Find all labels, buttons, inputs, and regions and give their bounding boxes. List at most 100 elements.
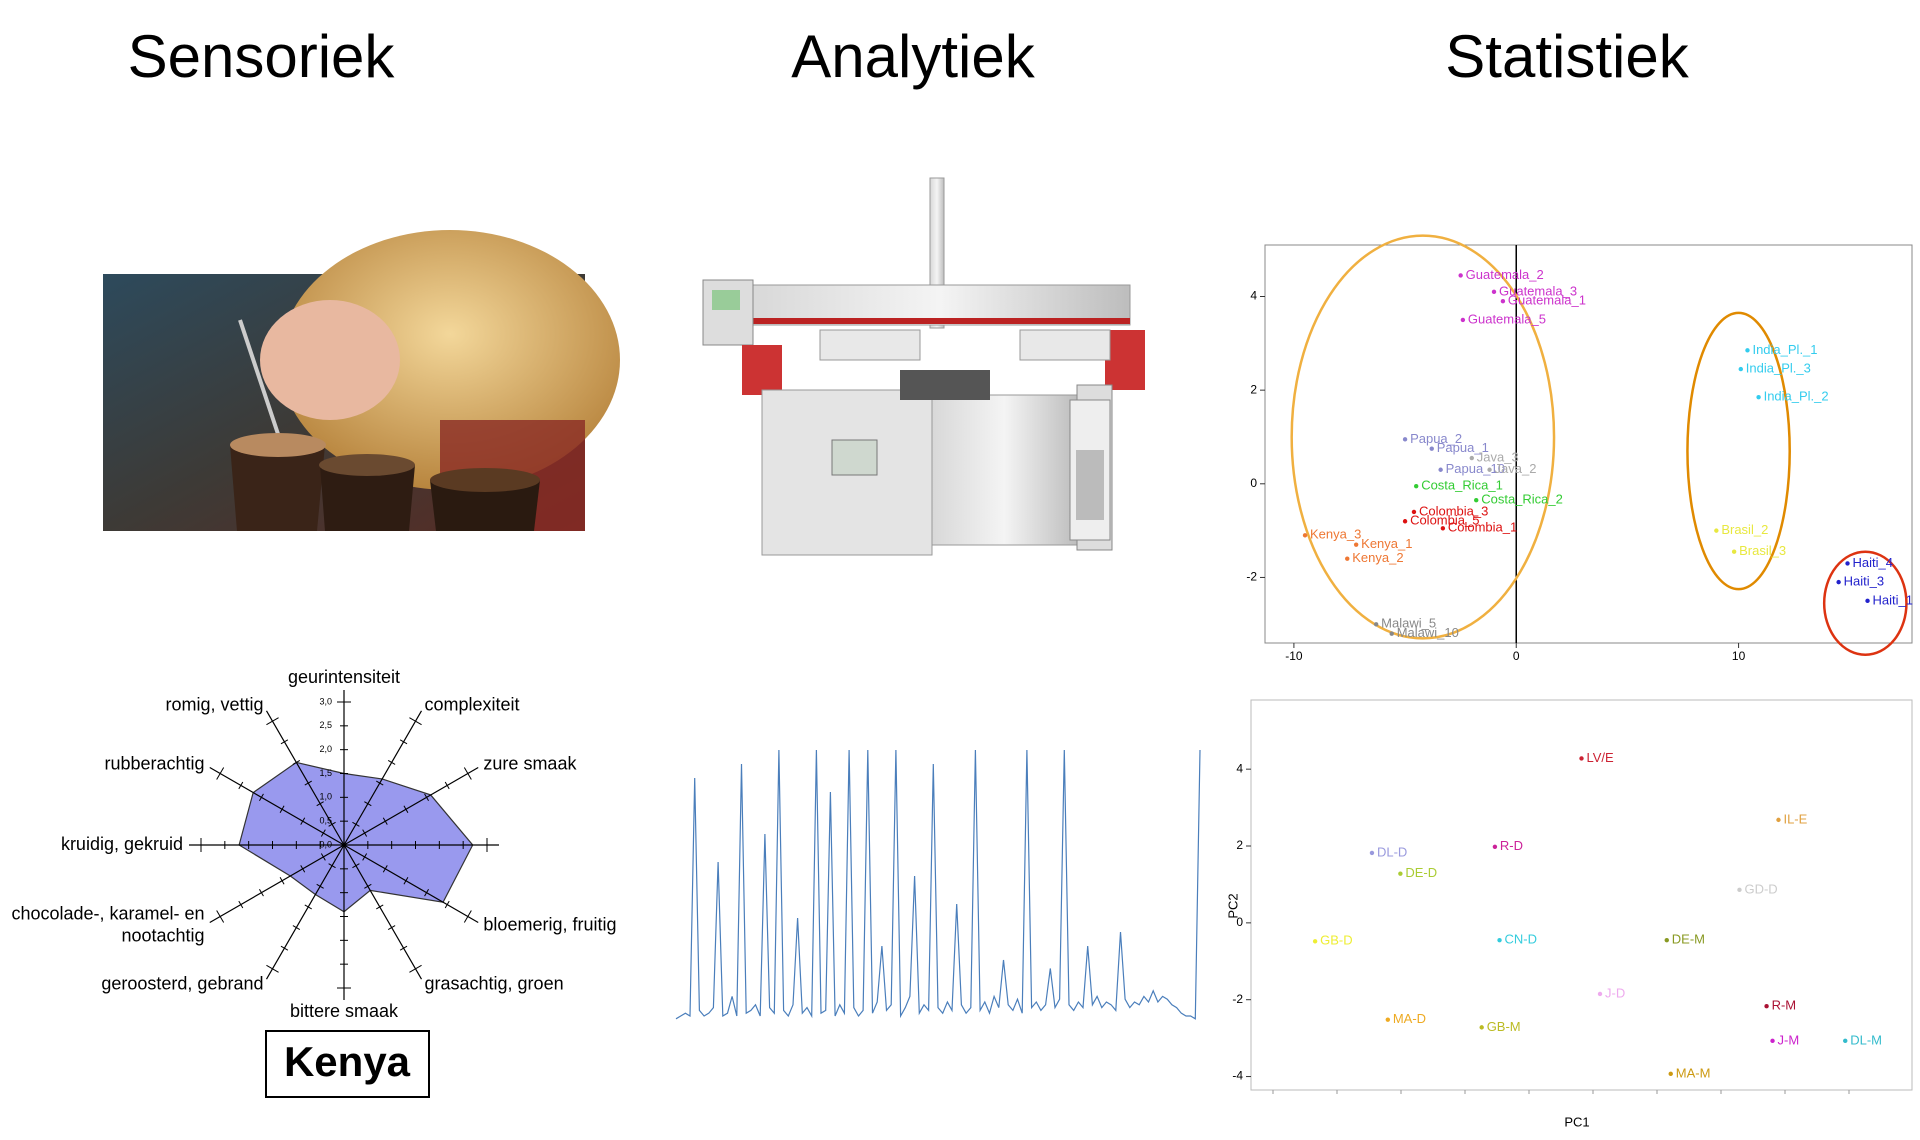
data-point — [1440, 526, 1446, 531]
y-tick-label: 4 — [1236, 761, 1243, 775]
radar-tick — [266, 964, 279, 973]
y-tick-label: -2 — [1232, 992, 1243, 1006]
radar-tick — [364, 801, 372, 807]
radar-axis-label-line: bittere smaak — [290, 1001, 399, 1021]
point-label: India_Pl._1 — [1752, 342, 1817, 357]
chromatogram-line — [675, 749, 1201, 1020]
data-point — [1411, 509, 1417, 515]
point-label: Guatemala_5 — [1468, 311, 1546, 326]
y-tick-label: 0 — [1236, 915, 1243, 929]
radar-axis-label: grasachtig, groen — [425, 973, 564, 993]
point-label: MA-D — [1393, 1011, 1426, 1026]
radar-tick — [259, 793, 264, 802]
point-label: DE-D — [1405, 865, 1437, 880]
radar-tick — [362, 829, 368, 837]
point-label: Papua_1 — [1437, 440, 1489, 455]
data-point — [1836, 579, 1841, 585]
point-label: Costa_Rica_1 — [1421, 478, 1503, 493]
group-ellipse — [1290, 234, 1556, 640]
radar-tick — [409, 964, 422, 973]
radar-tick-label: 3,0 — [319, 696, 332, 706]
y-tick-label: -4 — [1232, 1069, 1243, 1083]
radar-tick — [304, 904, 312, 910]
y-tick-label: 2 — [1236, 838, 1243, 852]
radar-tick — [463, 767, 472, 780]
radar-tick — [292, 760, 301, 765]
point-label: Colombia_3 — [1419, 503, 1488, 518]
radar-tick — [444, 900, 450, 909]
radar-tick — [352, 821, 360, 827]
data-point — [1458, 273, 1463, 278]
gc-instrument-photo — [702, 177, 1145, 556]
y-tick-label: -2 — [1246, 570, 1257, 584]
radar-tick — [376, 780, 384, 786]
radar-tick-label: 1,5 — [319, 768, 332, 778]
radar-axis-label: zure smaak — [483, 753, 577, 773]
radar-axis-label-line: complexiteit — [425, 694, 520, 714]
radar-tick — [316, 883, 324, 889]
group-ellipse — [1822, 550, 1908, 656]
data-point — [1373, 622, 1379, 627]
data-point — [1731, 549, 1737, 554]
data-point — [1389, 631, 1394, 636]
radar-axis-label: complexiteit — [425, 694, 520, 714]
radar-tick-label: 1,0 — [319, 792, 332, 802]
radar-tick — [352, 863, 360, 869]
radar-tick — [300, 817, 306, 825]
radar-tick-label: 2,0 — [319, 744, 332, 754]
radar-tick — [424, 793, 429, 802]
radar-axis-label: rubberachtig — [104, 753, 204, 773]
radar-tick — [238, 781, 244, 790]
data-point — [1345, 556, 1350, 561]
data-point — [1770, 1038, 1775, 1044]
data-point — [1668, 1071, 1673, 1077]
radar-axis-label-line: bloemerig, fruitig — [483, 914, 616, 934]
data-point — [1302, 533, 1308, 538]
radar-axis — [343, 710, 423, 846]
point-label: Malawi_10 — [1397, 625, 1459, 640]
radar-axis-label-line: zure smaak — [483, 753, 577, 773]
radar-axis-label-line: grasachtig, groen — [425, 973, 564, 993]
data-point — [1413, 483, 1419, 489]
radar-axis — [265, 844, 345, 980]
data-point — [1714, 528, 1719, 533]
x-tick-label: -10 — [1285, 649, 1303, 663]
radar-tick — [399, 945, 408, 951]
data-point — [1492, 844, 1498, 849]
point-label: Haiti_3 — [1844, 574, 1884, 589]
radar-tick — [364, 883, 372, 889]
data-point — [1843, 1038, 1848, 1044]
data-point — [1756, 394, 1761, 400]
point-label: IL-E — [1783, 811, 1807, 826]
data-point — [1497, 937, 1502, 943]
data-point — [1487, 467, 1492, 472]
radar-axis — [209, 844, 345, 924]
point-label: Haiti_1 — [1873, 592, 1913, 607]
radar-tick — [280, 739, 289, 745]
radar-axis-label-line: nootachtig — [121, 925, 204, 945]
radar-tick — [328, 821, 336, 827]
tasting-photo — [103, 230, 620, 531]
radar-tick — [316, 801, 324, 807]
radar-tick — [304, 780, 312, 786]
point-label: R-M — [1772, 998, 1797, 1013]
radar-axis-label: geroosterd, gebrand — [101, 973, 263, 993]
radar-tick — [399, 739, 408, 745]
radar-tick — [280, 945, 289, 951]
point-label: GB-M — [1487, 1019, 1521, 1034]
point-label: Malawi_5 — [1381, 616, 1436, 631]
radar-tick — [328, 863, 336, 869]
data-point — [1865, 598, 1870, 604]
y-tick-label: 2 — [1250, 382, 1257, 396]
plot-frame — [1250, 699, 1913, 1091]
data-point — [1579, 756, 1584, 761]
point-label: GB-D — [1320, 933, 1353, 948]
radar-tick — [279, 805, 285, 813]
data-point — [1402, 519, 1408, 524]
radar-axis — [265, 710, 345, 846]
column-header: Sensoriek — [128, 23, 396, 90]
radar-tick-label: 0,5 — [319, 816, 332, 826]
radar-caption: Kenya — [284, 1038, 411, 1085]
data-point — [1745, 348, 1750, 353]
